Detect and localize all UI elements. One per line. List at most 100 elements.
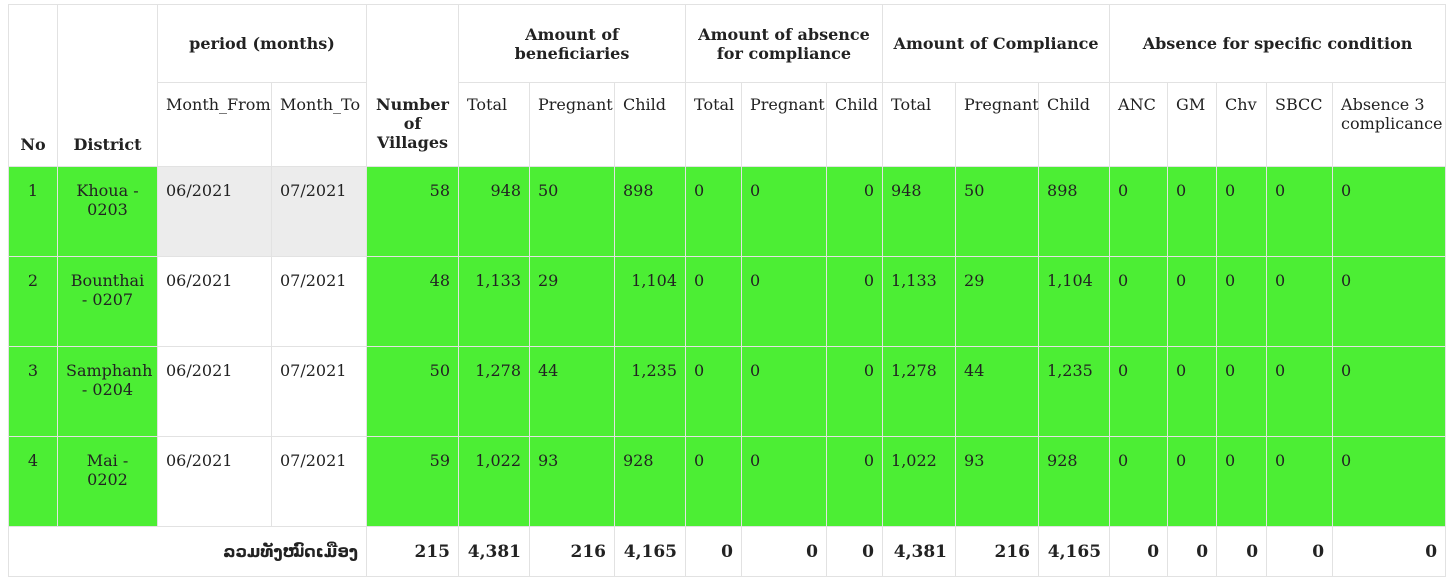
cell-a-total: 0 — [685, 256, 743, 347]
cell-b-pregnant: 44 — [529, 346, 615, 437]
header-b-pregnant: Pregnant — [529, 82, 615, 167]
total-c-child: 4,165 — [1038, 526, 1111, 577]
total-b-pregnant: 216 — [529, 526, 615, 577]
header-c-child: Child — [1038, 82, 1111, 167]
cell-absence3: 0 — [1332, 346, 1447, 437]
cell-c-total: 1,133 — [882, 256, 957, 347]
cell-sbcc: 0 — [1266, 166, 1334, 257]
cell-gm: 0 — [1167, 436, 1218, 527]
header-c-total: Total — [882, 82, 957, 167]
cell-chv: 0 — [1216, 346, 1268, 437]
cell-chv: 0 — [1216, 166, 1268, 257]
cell-a-child: 0 — [826, 256, 884, 347]
header-month-to: Month_To — [271, 82, 367, 167]
cell-c-pregnant: 50 — [955, 166, 1040, 257]
total-row: ລວມທັງໝົດເມືອງ 215 4,381 216 4,165 0 0 0… — [8, 526, 1447, 577]
cell-gm: 0 — [1167, 256, 1218, 347]
cell-anc: 0 — [1109, 256, 1169, 347]
total-a-total: 0 — [685, 526, 743, 577]
cell-no: 3 — [8, 346, 58, 437]
cell-chv: 0 — [1216, 256, 1268, 347]
cell-c-pregnant: 29 — [955, 256, 1040, 347]
header-c-pregnant: Pregnant — [955, 82, 1040, 167]
header-a-child: Child — [826, 82, 884, 167]
cell-b-total: 1,133 — [458, 256, 530, 347]
cell-c-child: 1,235 — [1038, 346, 1111, 437]
header-absence-specific: Absence for specific condition — [1109, 4, 1447, 83]
cell-c-pregnant: 93 — [955, 436, 1040, 527]
header-anc: ANC — [1109, 82, 1169, 167]
cell-month-from: 06/2021 — [157, 166, 272, 257]
cell-a-total: 0 — [685, 436, 743, 527]
cell-district: Khoua - 0203 — [57, 166, 158, 257]
total-a-pregnant: 0 — [741, 526, 828, 577]
cell-sbcc: 0 — [1266, 346, 1334, 437]
header-gm: GM — [1167, 82, 1218, 167]
cell-anc: 0 — [1109, 166, 1169, 257]
table-row: 3 Samphanh - 0204 06/2021 07/2021 50 1,2… — [8, 346, 1447, 437]
total-b-child: 4,165 — [613, 526, 687, 577]
cell-c-total: 1,022 — [882, 436, 957, 527]
total-a-child: 0 — [826, 526, 884, 577]
cell-sbcc: 0 — [1266, 436, 1334, 527]
cell-no: 4 — [8, 436, 58, 527]
header-no: No — [8, 4, 58, 167]
cell-absence3: 0 — [1332, 436, 1447, 527]
cell-district: Bounthai - 0207 — [57, 256, 158, 347]
cell-month-from: 06/2021 — [157, 256, 272, 347]
cell-month-to: 07/2021 — [271, 346, 367, 437]
header-a-total: Total — [685, 82, 743, 167]
header-b-total: Total — [458, 82, 530, 167]
total-label: ລວມທັງໝົດເມືອງ — [8, 526, 367, 577]
cell-villages: 58 — [366, 166, 459, 257]
cell-a-total: 0 — [685, 166, 743, 257]
cell-month-to: 07/2021 — [271, 256, 367, 347]
header-month-from: Month_From — [157, 82, 272, 167]
cell-c-child: 1,104 — [1038, 256, 1111, 347]
cell-b-child: 898 — [613, 166, 687, 257]
table-row: 2 Bounthai - 0207 06/2021 07/2021 48 1,1… — [8, 256, 1447, 347]
table-row: 1 Khoua - 0203 06/2021 07/2021 58 948 50… — [8, 166, 1447, 257]
cell-gm: 0 — [1167, 166, 1218, 257]
header-villages: Number of Villages — [366, 4, 459, 167]
cell-month-from: 06/2021 — [157, 436, 272, 527]
cell-b-pregnant: 93 — [529, 436, 615, 527]
cell-villages: 50 — [366, 346, 459, 437]
header-district: District — [57, 4, 158, 167]
cell-month-from: 06/2021 — [157, 346, 272, 437]
cell-anc: 0 — [1109, 436, 1169, 527]
compliance-table: No District period (months) Number of Vi… — [8, 4, 1447, 577]
cell-chv: 0 — [1216, 436, 1268, 527]
table-row: 4 Mai - 0202 06/2021 07/2021 59 1,022 93… — [8, 436, 1447, 527]
cell-no: 2 — [8, 256, 58, 347]
cell-b-pregnant: 50 — [529, 166, 615, 257]
header-absence-compliance: Amount of absence for compliance — [685, 4, 884, 83]
cell-a-pregnant: 0 — [741, 436, 828, 527]
header-sbcc: SBCC — [1266, 82, 1334, 167]
cell-anc: 0 — [1109, 346, 1169, 437]
cell-gm: 0 — [1167, 346, 1218, 437]
cell-b-pregnant: 29 — [529, 256, 615, 347]
cell-b-child: 928 — [613, 436, 687, 527]
cell-b-total: 1,278 — [458, 346, 530, 437]
total-absence3: 0 — [1332, 526, 1447, 577]
cell-a-child: 0 — [826, 436, 884, 527]
total-c-pregnant: 216 — [955, 526, 1040, 577]
cell-b-child: 1,104 — [613, 256, 687, 347]
cell-district: Samphanh - 0204 — [57, 346, 158, 437]
cell-b-total: 1,022 — [458, 436, 530, 527]
total-anc: 0 — [1109, 526, 1169, 577]
cell-a-pregnant: 0 — [741, 256, 828, 347]
cell-district: Mai - 0202 — [57, 436, 158, 527]
cell-c-child: 898 — [1038, 166, 1111, 257]
cell-a-total: 0 — [685, 346, 743, 437]
cell-c-pregnant: 44 — [955, 346, 1040, 437]
total-b-total: 4,381 — [458, 526, 530, 577]
header-period: period (months) — [157, 4, 367, 83]
cell-no: 1 — [8, 166, 58, 257]
header-a-pregnant: Pregnant — [741, 82, 828, 167]
cell-absence3: 0 — [1332, 166, 1447, 257]
cell-c-child: 928 — [1038, 436, 1111, 527]
total-villages: 215 — [366, 526, 459, 577]
header-chv: Chv — [1216, 82, 1268, 167]
